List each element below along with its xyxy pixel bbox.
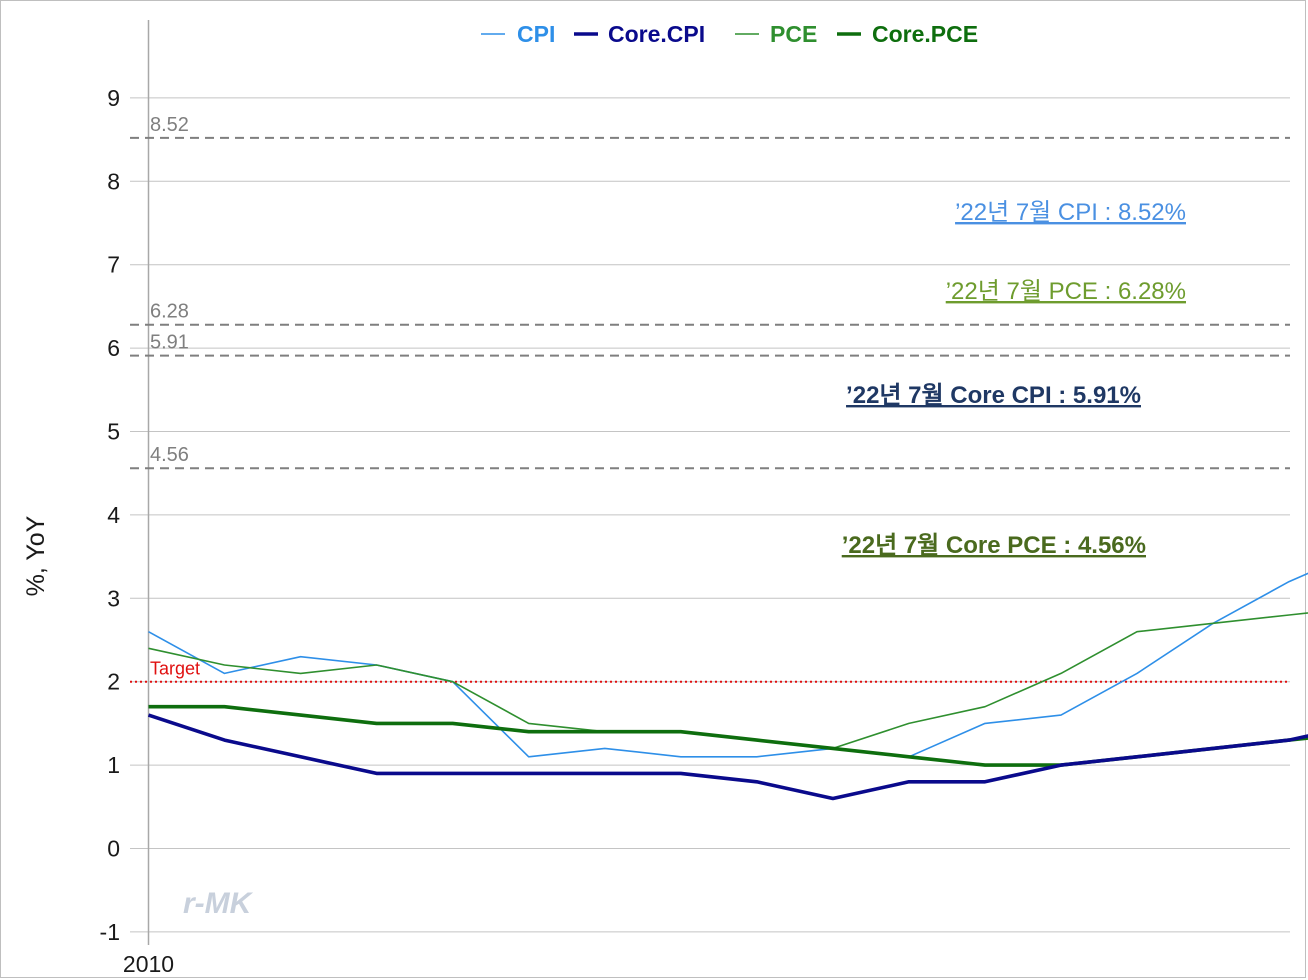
annotation-label: ’22년 7월 Core PCE : 4.56% — [842, 532, 1146, 559]
reference-lines: 8.52 6.28 5.91 4.56 — [130, 114, 1290, 470]
reference-label: 4.56 — [150, 444, 189, 466]
y-tick-label: 2 — [107, 669, 120, 695]
y-tick-label: 3 — [107, 585, 120, 611]
reference-label: 6.28 — [150, 301, 189, 323]
y-tick-label: 1 — [107, 752, 120, 778]
target-label: Target — [150, 659, 200, 679]
y-tick-label: 9 — [107, 85, 120, 111]
reference-label: 8.52 — [150, 114, 189, 136]
annotation-label: ’22년 7월 CPI : 8.52% — [955, 199, 1186, 226]
y-axis-ticks: -1 0 1 2 3 4 5 6 7 8 9 — [100, 85, 121, 945]
watermark-logo: r-MK — [183, 887, 254, 920]
legend-label: PCE — [770, 21, 817, 47]
legend-label: Core.PCE — [872, 21, 978, 47]
y-tick-label: 4 — [107, 502, 120, 528]
y-tick-label: 0 — [107, 836, 120, 862]
y-axis-label: %, YoY — [22, 515, 50, 596]
y-tick-label: -1 — [100, 919, 120, 945]
y-tick-label: 6 — [107, 335, 120, 361]
x-axis-ticks: 20102020 — [123, 951, 174, 977]
year-marker-lines — [147, 20, 150, 945]
annotations: ’22년 7월 CPI : 8.52% ’22년 7월 PCE : 6.28% ’2… — [842, 199, 1186, 559]
y-tick-label: 7 — [107, 252, 120, 278]
annotation-label: ’22년 7월 PCE : 6.28% — [946, 278, 1186, 305]
legend-label: Core.CPI — [608, 21, 705, 47]
reference-label: 5.91 — [150, 332, 189, 354]
legend-label: CPI — [517, 21, 555, 47]
series-line-core-pce — [148, 704, 1308, 767]
y-tick-label: 5 — [107, 419, 120, 445]
y-tick-label: 8 — [107, 168, 120, 194]
target-line: Target — [130, 659, 1290, 683]
x-tick-label: 2010 — [123, 951, 174, 977]
legend: CPI Core.CPI PCE Core.PCE — [481, 21, 978, 47]
annotation-label: ’22년 7월 Core CPI : 5.91% — [846, 382, 1141, 409]
